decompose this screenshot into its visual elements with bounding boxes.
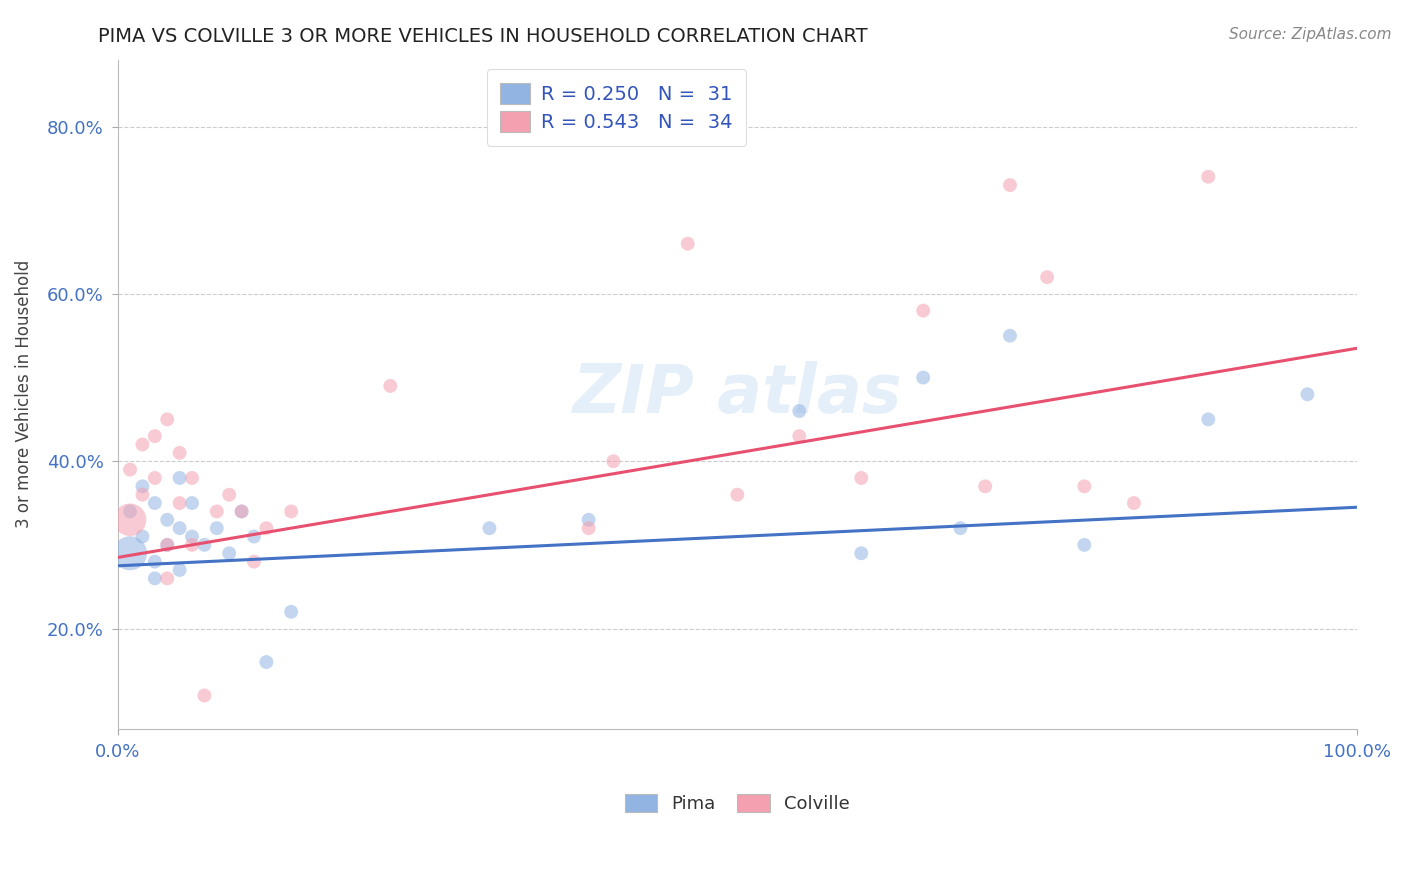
Point (787, 404, 810, 418)
Point (143, 471, 166, 485)
Point (231, 504, 253, 518)
Point (478, 521, 501, 535)
Point (218, 488, 240, 502)
Text: Source: ZipAtlas.com: Source: ZipAtlas.com (1229, 27, 1392, 42)
Point (131, 529, 153, 543)
Point (118, 546, 141, 560)
Legend: Pima, Colville: Pima, Colville (616, 785, 859, 822)
Point (156, 412, 179, 426)
Point (676, 236, 699, 251)
Point (118, 513, 141, 527)
Point (578, 521, 600, 535)
Point (231, 504, 253, 518)
Point (1036, 270, 1059, 285)
Point (787, 429, 810, 443)
Point (181, 529, 204, 543)
Point (118, 504, 141, 518)
Point (1296, 387, 1319, 401)
Text: ZIP atlas: ZIP atlas (572, 361, 903, 427)
Point (169, 496, 191, 510)
Point (205, 504, 228, 518)
Point (131, 479, 153, 493)
Point (243, 529, 266, 543)
Point (254, 521, 277, 535)
Point (156, 513, 179, 527)
Y-axis label: 3 or more Vehicles in Household: 3 or more Vehicles in Household (15, 260, 32, 528)
Point (851, 546, 873, 560)
Point (156, 538, 179, 552)
Point (169, 521, 191, 535)
Point (143, 571, 166, 585)
Point (156, 538, 179, 552)
Point (156, 571, 179, 585)
Point (143, 555, 166, 569)
Point (1197, 169, 1219, 184)
Point (254, 655, 277, 669)
Point (280, 605, 302, 619)
Point (851, 471, 873, 485)
Point (169, 446, 191, 460)
Point (1197, 412, 1219, 426)
Point (1073, 479, 1095, 493)
Point (118, 462, 141, 476)
Point (193, 689, 215, 703)
Point (578, 513, 600, 527)
Point (974, 479, 997, 493)
Point (912, 370, 935, 384)
Point (193, 538, 215, 552)
Point (998, 178, 1021, 193)
Point (181, 538, 204, 552)
Point (169, 563, 191, 577)
Point (169, 471, 191, 485)
Point (181, 471, 204, 485)
Point (725, 488, 748, 502)
Point (181, 496, 204, 510)
Point (998, 328, 1021, 343)
Point (1073, 538, 1095, 552)
Point (143, 429, 166, 443)
Point (131, 488, 153, 502)
Point (280, 504, 302, 518)
Point (949, 521, 972, 535)
Point (218, 546, 240, 560)
Point (1122, 496, 1144, 510)
Point (143, 496, 166, 510)
Point (205, 521, 228, 535)
Point (131, 437, 153, 451)
Point (243, 555, 266, 569)
Point (602, 454, 624, 468)
Text: PIMA VS COLVILLE 3 OR MORE VEHICLES IN HOUSEHOLD CORRELATION CHART: PIMA VS COLVILLE 3 OR MORE VEHICLES IN H… (98, 27, 868, 45)
Point (912, 303, 935, 318)
Point (380, 379, 402, 393)
